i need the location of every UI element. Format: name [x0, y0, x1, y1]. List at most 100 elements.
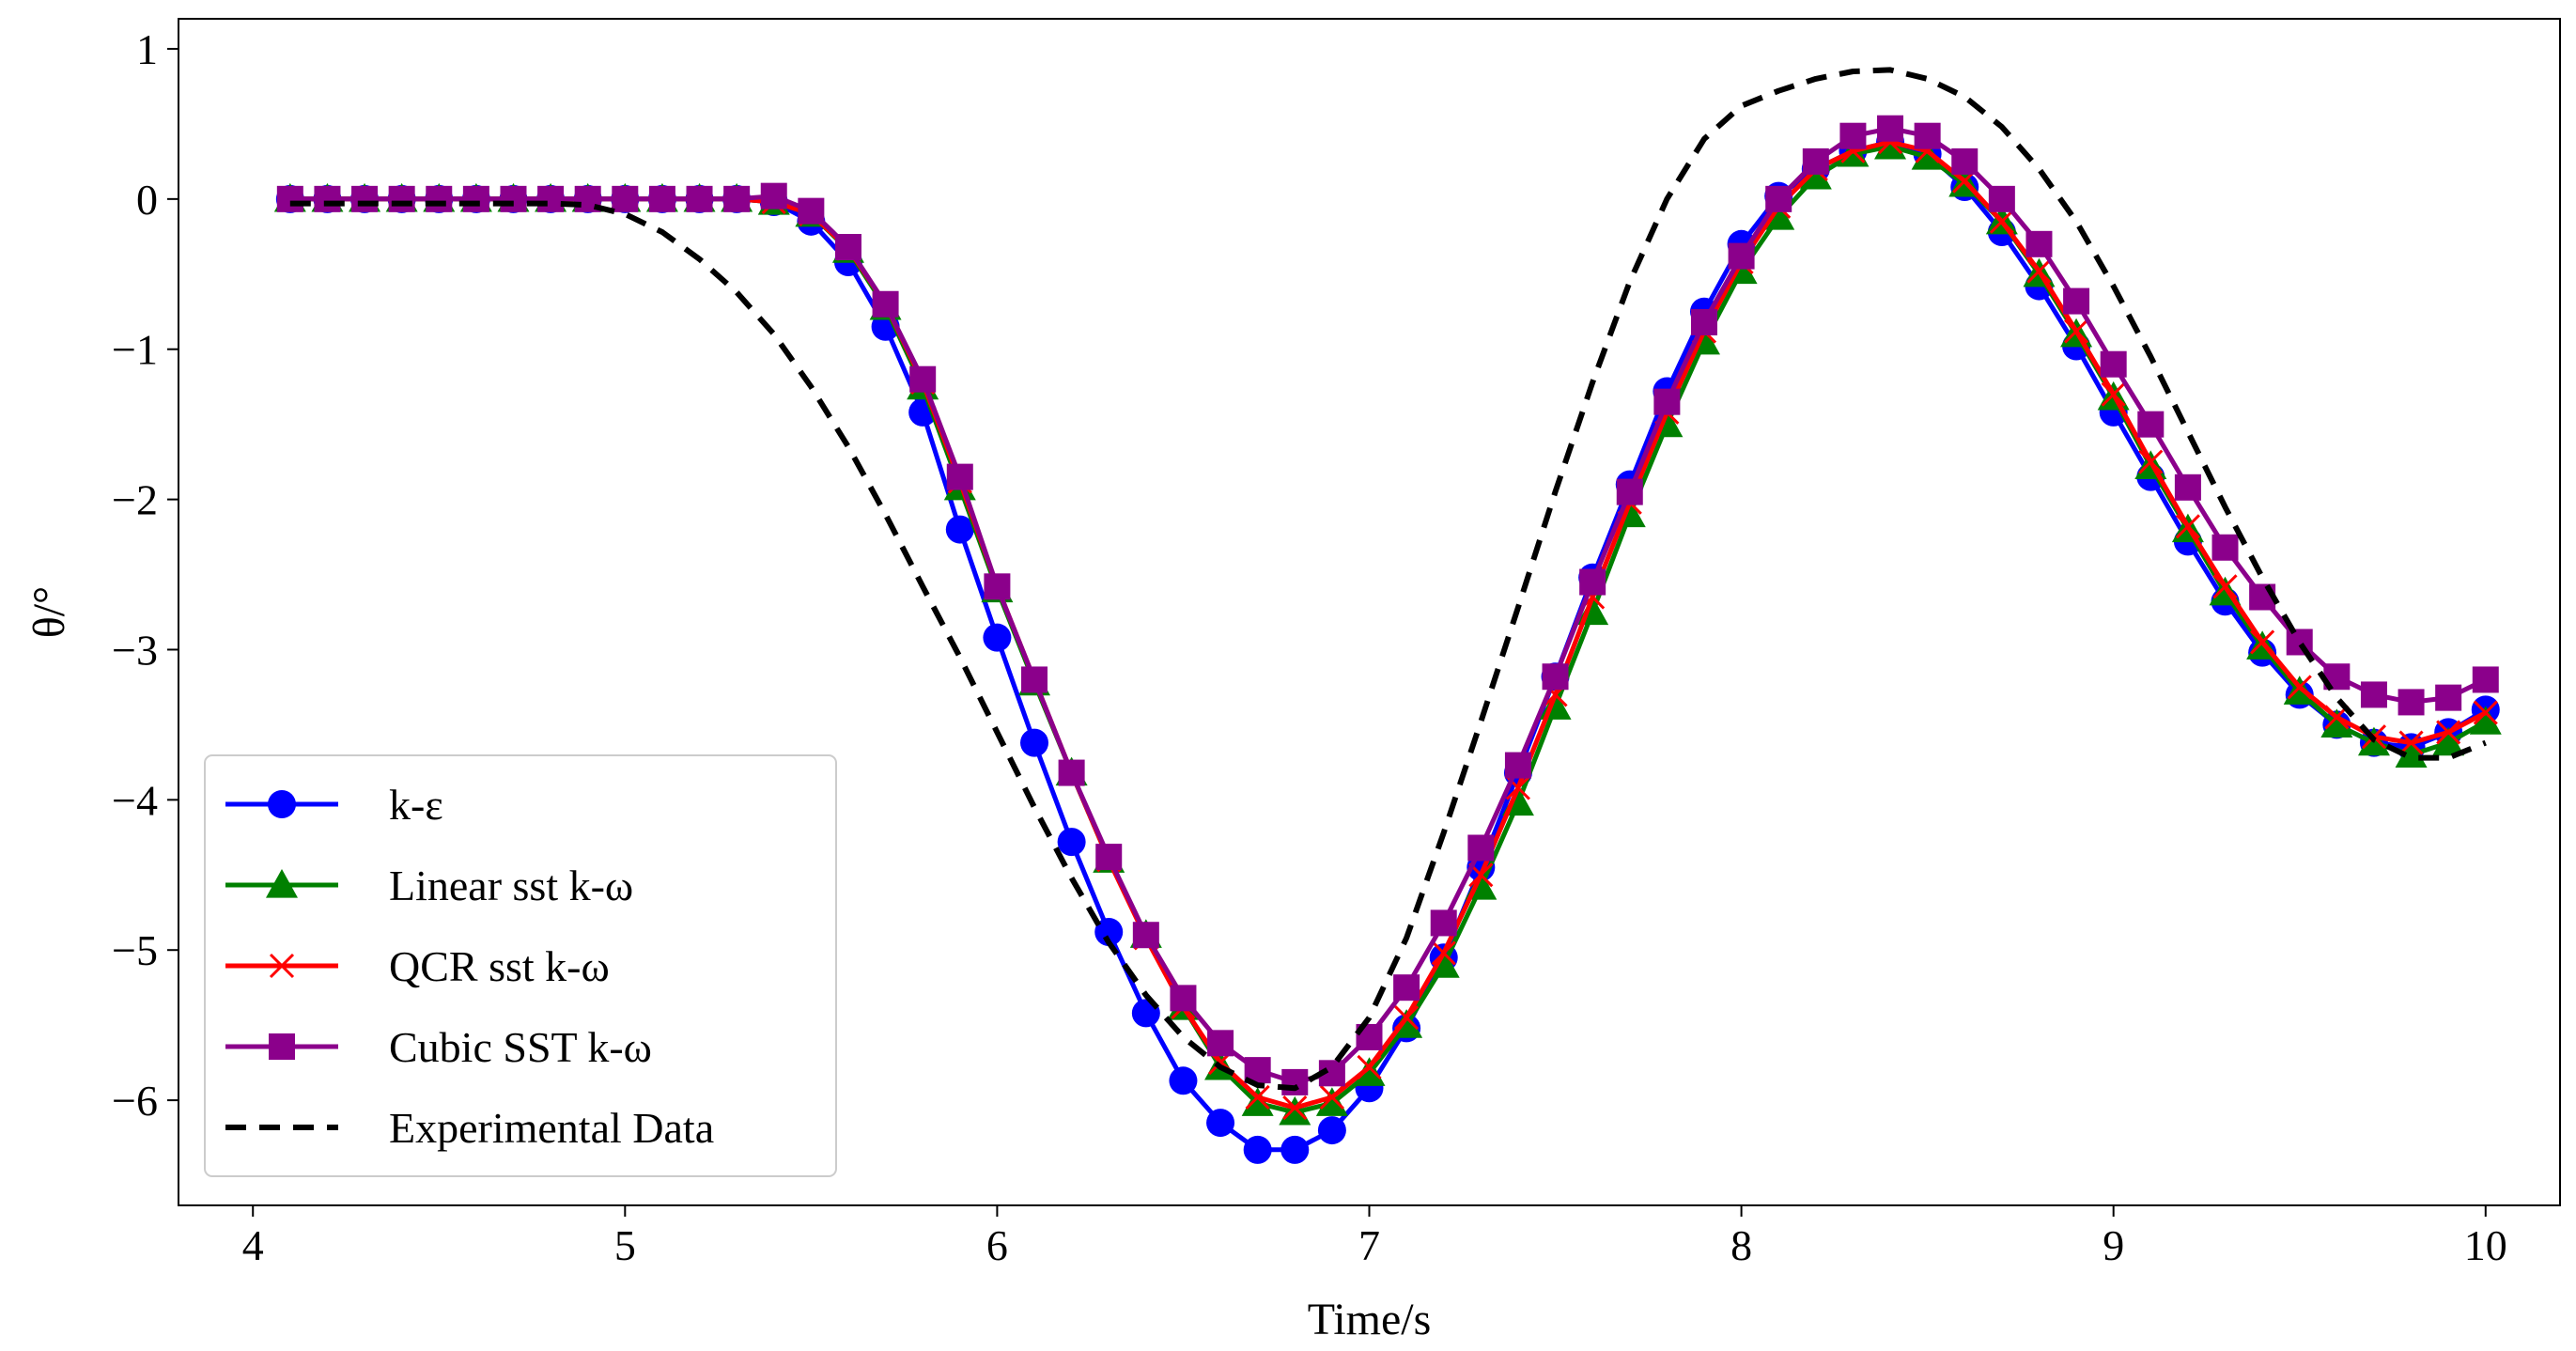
- x-tick-label: 4: [242, 1221, 264, 1269]
- data-point: [388, 185, 415, 212]
- data-point: [2025, 230, 2053, 257]
- data-point: [1467, 834, 1495, 862]
- data-point: [760, 182, 787, 210]
- data-point: [1282, 1095, 1308, 1121]
- y-tick-label: 0: [136, 176, 158, 224]
- data-point: [1874, 130, 1907, 160]
- data-point: [612, 185, 639, 212]
- series-4: [289, 67, 2487, 1092]
- data-point: [1393, 974, 1420, 1002]
- y-tick-label: −4: [112, 776, 158, 824]
- data-point: [1579, 568, 1606, 596]
- data-point: [872, 290, 899, 318]
- data-point: [2472, 666, 2499, 693]
- y-tick-label: −6: [112, 1077, 158, 1125]
- series-3: [276, 115, 2499, 1095]
- data-point: [984, 573, 1011, 600]
- x-tick-label: 9: [2103, 1221, 2124, 1269]
- data-point: [1058, 759, 1085, 786]
- data-point: [1504, 752, 1531, 779]
- data-point: [2250, 629, 2275, 655]
- data-point: [2398, 730, 2424, 755]
- y-tick-label: −1: [112, 326, 158, 374]
- data-point: [1280, 1135, 1310, 1164]
- data-point: [1951, 148, 1979, 175]
- data-point: [2137, 411, 2165, 438]
- x-tick-label: 5: [614, 1221, 636, 1269]
- legend-box: [204, 754, 837, 1177]
- data-point: [1057, 828, 1086, 857]
- data-point: [1353, 1057, 1386, 1086]
- data-point: [1394, 1005, 1420, 1031]
- data-point: [1241, 1087, 1274, 1116]
- data-point: [1989, 209, 2014, 234]
- data-point: [1243, 1135, 1272, 1164]
- data-point: [1728, 242, 1755, 270]
- data-point: [723, 185, 751, 212]
- data-point: [983, 623, 1012, 652]
- data-point: [1317, 1116, 1346, 1145]
- x-tick-label: 6: [986, 1221, 1008, 1269]
- data-point: [500, 185, 527, 212]
- data-point: [1357, 1054, 1382, 1079]
- data-point: [1094, 918, 1124, 947]
- data-point: [945, 515, 974, 544]
- y-tick-label: −5: [112, 926, 158, 974]
- data-point: [2138, 449, 2164, 474]
- data-point: [2100, 350, 2127, 378]
- data-point: [462, 185, 489, 212]
- data-point: [1914, 122, 1941, 149]
- data-point: [1095, 844, 1123, 871]
- legend-swatch-marker: [269, 1033, 295, 1060]
- data-point: [1169, 1066, 1198, 1095]
- data-point: [2436, 720, 2461, 745]
- data-point: [1542, 663, 1569, 691]
- data-point: [2026, 258, 2052, 284]
- data-point: [1911, 141, 1944, 170]
- data-point: [2063, 287, 2090, 315]
- data-point: [1616, 478, 1643, 505]
- data-point: [2101, 381, 2126, 407]
- x-axis-title: Time/s: [1308, 1295, 1432, 1344]
- data-point: [1020, 728, 1049, 757]
- data-point: [648, 185, 675, 212]
- data-point: [834, 234, 861, 261]
- data-point: [1207, 1030, 1234, 1057]
- data-point: [2320, 708, 2353, 738]
- x-tick-label: 10: [2464, 1221, 2507, 1269]
- data-point: [2469, 706, 2502, 735]
- data-point: [2287, 675, 2312, 700]
- legend-swatch-marker: [268, 790, 296, 818]
- legend-swatch-marker: [269, 953, 295, 979]
- data-point: [1988, 185, 2015, 212]
- data-point: [2473, 700, 2498, 725]
- y-axis-title: θ/°: [24, 586, 74, 639]
- data-point: [2212, 574, 2238, 599]
- data-point: [1206, 1109, 1235, 1138]
- series-layer: [273, 67, 2502, 1164]
- data-point: [276, 185, 303, 212]
- x-tick-label: 8: [1730, 1221, 1752, 1269]
- y-tick-label: 1: [136, 25, 158, 73]
- data-point: [1021, 666, 1048, 693]
- data-point: [2398, 689, 2425, 716]
- data-point: [1319, 1084, 1344, 1110]
- data-point: [1281, 1068, 1309, 1095]
- data-point: [1315, 1087, 1348, 1116]
- legend-label: k-ε: [389, 781, 443, 829]
- data-point: [1690, 308, 1717, 335]
- data-point: [1877, 115, 1904, 142]
- data-point: [2175, 514, 2200, 539]
- data-point: [537, 185, 565, 212]
- data-point: [2435, 684, 2462, 711]
- y-tick-label: −2: [112, 476, 158, 524]
- legend-label: Cubic SST k-ω: [389, 1023, 652, 1071]
- data-point: [2432, 726, 2465, 756]
- data-point: [2064, 318, 2089, 344]
- data-point: [946, 463, 973, 490]
- data-point: [426, 185, 453, 212]
- data-point: [1430, 909, 1457, 937]
- data-point: [2211, 534, 2239, 561]
- data-point: [909, 365, 937, 393]
